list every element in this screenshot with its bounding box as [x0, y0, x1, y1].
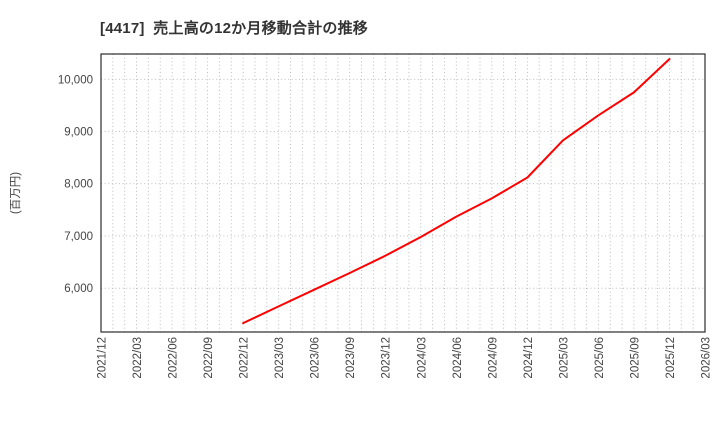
x-gridlines	[100, 54, 706, 332]
series-line-sales-12m-total	[242, 58, 671, 325]
x-tick-label: 2023/12	[381, 337, 393, 379]
x-tick-label: 2025/03	[558, 337, 570, 379]
x-tick-label: 2024/09	[487, 337, 499, 379]
x-tick-label: 2022/12	[239, 337, 251, 379]
x-tick-label: 2023/06	[310, 337, 322, 379]
x-tick-label: 2023/03	[274, 337, 286, 379]
x-tick-label: 2026/03	[701, 337, 713, 379]
y-tick-label: 6,000	[64, 283, 93, 295]
x-tick-label: 2025/06	[594, 337, 606, 379]
x-tick-label: 2023/09	[345, 337, 357, 379]
x-tick-label: 2022/09	[203, 337, 215, 379]
y-tick-labels: 6,000 7,000 8,000 9,000 10,000	[58, 74, 93, 295]
x-tick-label: 2024/12	[523, 337, 535, 379]
chart-title: [4417] 売上高の12か月移動合計の推移	[100, 20, 368, 37]
y-tick-label: 10,000	[58, 74, 93, 86]
x-tick-label: 2022/03	[132, 337, 144, 379]
y-tick-label: 9,000	[64, 127, 93, 139]
x-tick-label: 2025/12	[665, 337, 677, 379]
x-tick-label: 2025/09	[629, 337, 641, 379]
x-tick-labels: 2021/12 2022/03 2022/06 2022/09 2022/12 2023/…	[97, 337, 713, 379]
y-tick-label: 8,000	[64, 179, 93, 191]
plot-border	[100, 53, 706, 333]
y-gridlines	[101, 78, 705, 289]
y-tick-label: 7,000	[64, 231, 93, 243]
x-tick-label: 2024/03	[416, 337, 428, 379]
x-tick-label: 2022/06	[168, 337, 180, 379]
x-tick-label: 2021/12	[97, 337, 109, 379]
x-tick-label: 2024/06	[452, 337, 464, 379]
